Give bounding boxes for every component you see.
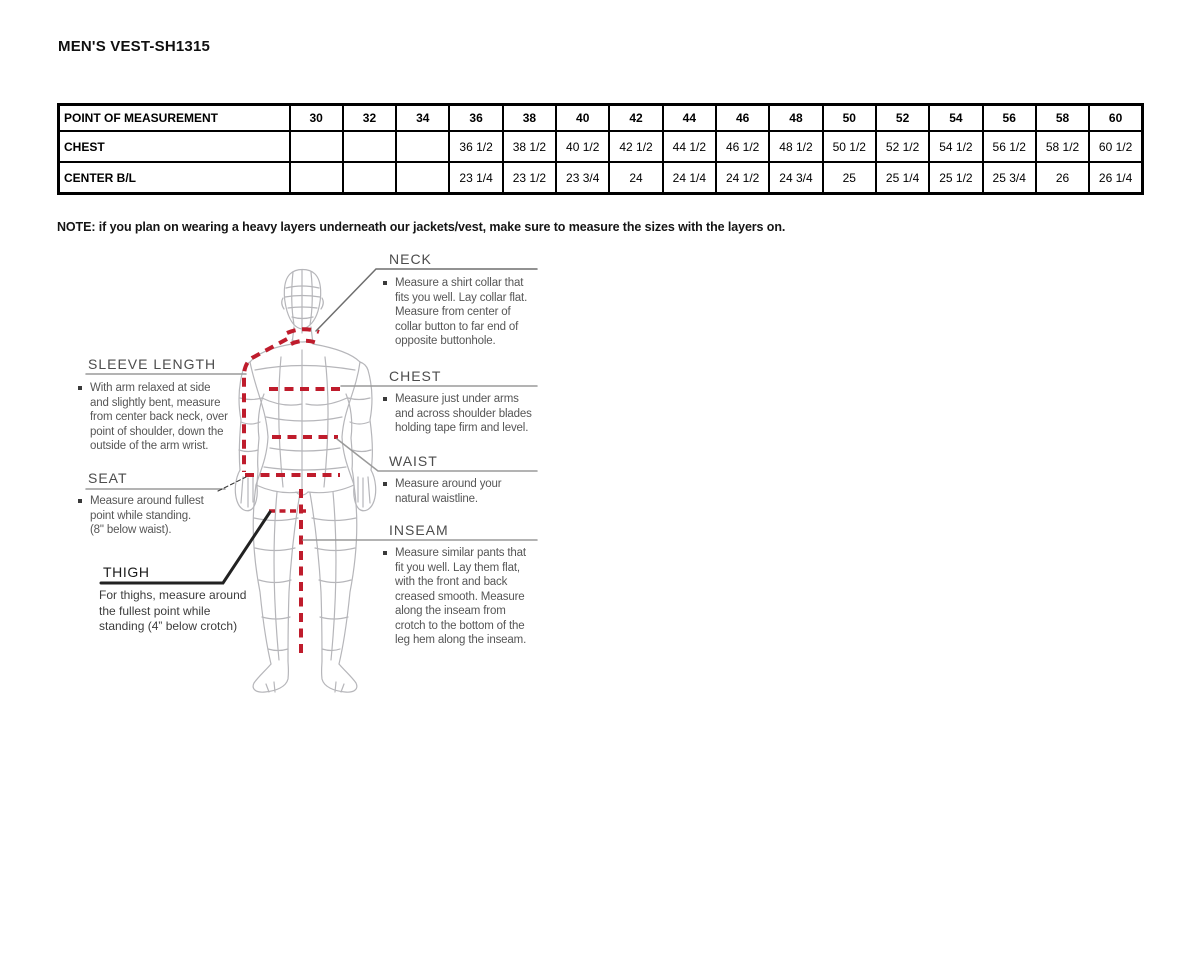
value-cell [288, 130, 344, 163]
neck-section-title: NECK [389, 251, 432, 267]
value-cell: 24 3/4 [768, 161, 824, 195]
value-cell: 44 1/2 [661, 130, 718, 163]
header-cell-size: 58 [1034, 103, 1091, 132]
size-chart-table: POINT OF MEASUREMENT 30 32 34 36 38 40 4… [57, 103, 1144, 195]
value-cell: 24 1/4 [661, 161, 718, 195]
value-cell: 54 1/2 [928, 130, 984, 163]
neck-section-text: Measure a shirt collar that fits you wel… [383, 276, 570, 349]
header-cell-size: 60 [1088, 103, 1144, 132]
value-cell: 52 1/2 [874, 130, 931, 163]
header-cell-size: 56 [981, 103, 1037, 132]
waist-section-title: WAIST [389, 453, 438, 469]
value-cell [341, 161, 398, 195]
header-cell-size: 50 [821, 103, 877, 132]
value-cell: 25 3/4 [981, 161, 1037, 195]
value-cell [341, 130, 398, 163]
waist-leader-line [336, 438, 538, 472]
value-cell: 42 1/2 [608, 130, 664, 163]
header-cell-size: 54 [928, 103, 984, 132]
value-cell: 40 1/2 [555, 130, 611, 163]
sleeve-length-measure-line [242, 337, 288, 472]
chest-section-title: CHEST [389, 368, 442, 384]
header-cell-size: 42 [608, 103, 664, 132]
header-cell-size: 48 [768, 103, 824, 132]
value-cell: 24 [608, 161, 664, 195]
value-cell: 26 1/4 [1088, 161, 1144, 195]
value-cell: 26 [1034, 161, 1091, 195]
chest-section-text: Measure just under arms and across shoul… [383, 392, 570, 436]
value-cell: 23 1/4 [448, 161, 504, 195]
value-cell [395, 130, 451, 163]
header-cell-size: 46 [714, 103, 771, 132]
thigh-leader-line [99, 510, 272, 585]
header-cell-size: 34 [395, 103, 451, 132]
row-label: CENTER B/L [57, 161, 291, 195]
value-cell: 24 1/2 [714, 161, 771, 195]
waist-section-text: Measure around your natural waistline. [383, 477, 570, 506]
table-row-center-bl: CENTER B/L 23 1/4 23 1/2 23 3/4 24 24 1/… [57, 161, 1144, 195]
header-cell-size: 44 [661, 103, 718, 132]
value-cell: 38 1/2 [501, 130, 558, 163]
row-label: CHEST [57, 130, 291, 163]
value-cell: 23 1/2 [501, 161, 558, 195]
value-cell: 60 1/2 [1088, 130, 1144, 163]
header-cell-size: 38 [501, 103, 558, 132]
value-cell: 25 1/2 [928, 161, 984, 195]
sleeve-length-section-title: SLEEVE LENGTH [88, 356, 217, 372]
mannequin-figure-icon [234, 268, 377, 693]
value-cell: 56 1/2 [981, 130, 1037, 163]
measurement-diagram: NECK Measure a shirt collar that fits yo… [0, 240, 600, 720]
value-cell: 48 1/2 [768, 130, 824, 163]
value-cell: 50 1/2 [821, 130, 877, 163]
neck-measure-line [286, 327, 320, 335]
inseam-section-text: Measure similar pants that fit you well.… [383, 546, 570, 648]
value-cell: 46 1/2 [714, 130, 771, 163]
value-cell: 23 3/4 [555, 161, 611, 195]
page-title: MEN'S VEST-SH1315 [58, 38, 211, 55]
seat-section-title: SEAT [88, 470, 128, 486]
neck-leader-line [315, 268, 538, 332]
value-cell [395, 161, 451, 195]
header-cell-size: 40 [555, 103, 611, 132]
header-cell-size: 52 [874, 103, 931, 132]
note-text: NOTE: if you plan on wearing a heavy lay… [57, 220, 786, 234]
seat-leader-line [217, 476, 247, 492]
table-row-chest: CHEST 36 1/2 38 1/2 40 1/2 42 1/2 44 1/2… [57, 130, 1144, 163]
value-cell: 25 1/4 [874, 161, 931, 195]
value-cell: 36 1/2 [448, 130, 504, 163]
header-cell-size: 32 [341, 103, 398, 132]
sleeve-length-section-text: With arm relaxed at side and slightly be… [78, 381, 265, 454]
header-cell-point-of-measurement: POINT OF MEASUREMENT [57, 103, 291, 132]
inseam-section-title: INSEAM [389, 522, 449, 538]
thigh-section-text: For thighs, measure around the fullest p… [99, 588, 247, 633]
table-header-row: POINT OF MEASUREMENT 30 32 34 36 38 40 4… [57, 103, 1144, 132]
body-measurement-illustration [85, 268, 538, 693]
thigh-section-title: THIGH [103, 564, 150, 580]
header-cell-size: 36 [448, 103, 504, 132]
value-cell: 58 1/2 [1034, 130, 1091, 163]
value-cell: 25 [821, 161, 877, 195]
seat-section-text: Measure around fullest point while stand… [78, 494, 265, 538]
header-cell-size: 30 [288, 103, 344, 132]
value-cell [288, 161, 344, 195]
neck-measure-line-lower [290, 338, 318, 346]
